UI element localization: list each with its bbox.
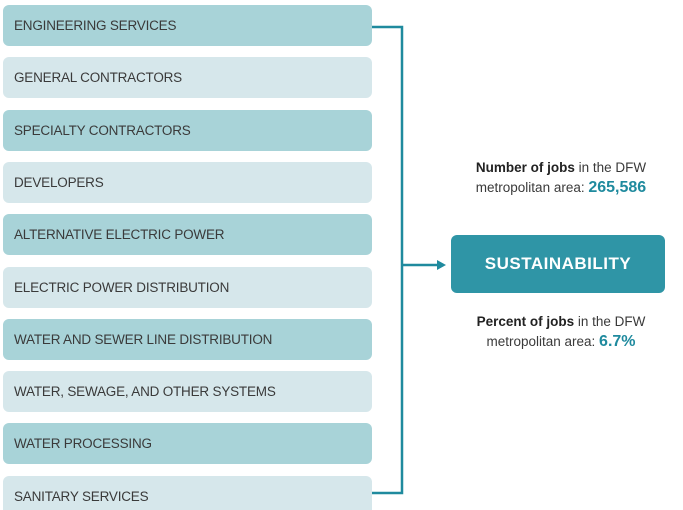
list-item: DEVELOPERS bbox=[3, 161, 372, 203]
list-item: SANITARY SERVICES bbox=[3, 475, 372, 510]
arrow-head bbox=[437, 260, 446, 270]
list-item: SPECIALTY CONTRACTORS bbox=[3, 109, 372, 151]
list-item: ENGINEERING SERVICES bbox=[3, 5, 372, 46]
list-item: WATER, SEWAGE, AND OTHER SYSTEMS bbox=[3, 371, 372, 413]
stat-value: 6.7% bbox=[599, 333, 636, 350]
list-item: GENERAL CONTRACTORS bbox=[3, 57, 372, 99]
list-item: ELECTRIC POWER DISTRIBUTION bbox=[3, 266, 372, 308]
stat-label-bold: Number of jobs bbox=[475, 160, 575, 175]
stat-label: in the DFW metropolitan area: bbox=[486, 314, 646, 349]
stat: Number of jobs in the DFW metropolitan a… bbox=[455, 158, 667, 198]
list-item: ALTERNATIVE ELECTRIC POWER bbox=[3, 214, 372, 256]
list-item: WATER AND SEWER LINE DISTRIBUTION bbox=[3, 318, 372, 360]
stat-label-bold: Percent of jobs bbox=[476, 314, 575, 329]
hub-box: SUSTAINABILITY bbox=[451, 235, 665, 293]
bracket bbox=[372, 25, 404, 495]
stat: Percent of jobs in the DFW metropolitan … bbox=[455, 312, 667, 352]
stat-label: in the DFW metropolitan area: bbox=[475, 160, 647, 195]
stat-value: 265,586 bbox=[588, 179, 647, 196]
list-item: WATER PROCESSING bbox=[3, 423, 372, 465]
